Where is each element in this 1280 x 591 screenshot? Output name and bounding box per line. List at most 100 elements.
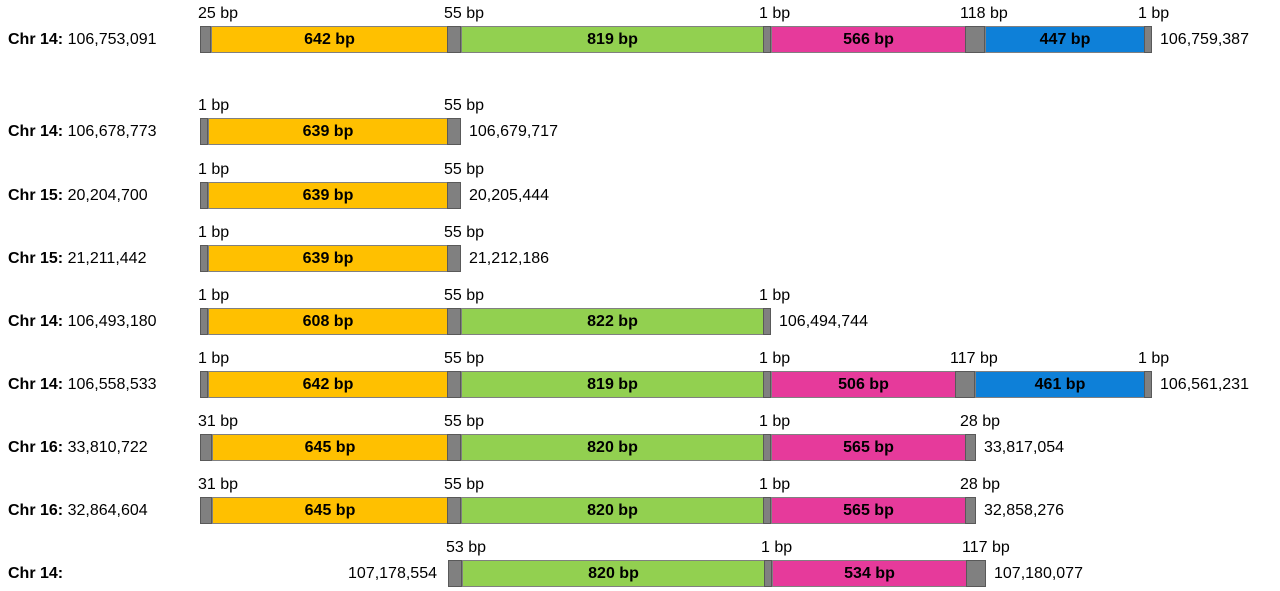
segment-bar: 1 bp 642 bp 55 bp 819 bp 1 bp 506 bp 117 bp 461…	[198, 350, 1249, 398]
segment-length-label: 645 bp	[304, 438, 356, 456]
chromosome-row: Chr 14: 106,678,773 1 bp 639 bp 55 bp 106,67…	[0, 96, 1280, 146]
chromosome-name: Chr 15:	[8, 187, 64, 204]
segment-spacer	[966, 560, 986, 587]
segment-length-label: 506 bp	[838, 375, 889, 393]
segment-length-label: 639 bp	[302, 249, 354, 267]
start-coordinate: 21,211,442	[63, 250, 147, 267]
segment-block-blue: 461 bp	[975, 371, 1145, 398]
segment-block-magenta: 566 bp	[771, 26, 966, 53]
chromosome-label: Chr 15: 21,211,442	[8, 245, 146, 272]
chromosome-name: Chr 15:	[8, 250, 64, 267]
start-coordinate: 33,810,722	[63, 439, 148, 456]
segment-spacer	[763, 497, 771, 524]
chromosome-label: Chr 16: 32,864,604	[8, 497, 148, 524]
segment-length-label: 819 bp	[587, 30, 638, 48]
spacer-length-label: 31 bp	[198, 413, 239, 430]
segment-length-label: 820 bp	[587, 501, 638, 519]
segment-block-magenta: 534 bp	[772, 560, 967, 587]
end-coordinate: 32,858,276	[984, 502, 1065, 519]
segment-block-magenta: 506 bp	[771, 371, 956, 398]
chromosome-row: Chr 15: 21,211,442 1 bp 639 bp 55 bp 21,212,…	[0, 223, 1280, 273]
end-coordinate: 106,494,744	[779, 313, 868, 330]
segment-spacer	[764, 560, 772, 587]
segment-spacer	[763, 308, 771, 335]
spacer-length-label: 1 bp	[759, 413, 791, 430]
spacer-length-label: 118 bp	[960, 5, 1008, 22]
start-coordinate: 20,204,700	[63, 187, 148, 204]
segment-spacer	[965, 26, 985, 53]
segment-block-green: 820 bp	[461, 497, 764, 524]
start-coordinate: 106,558,533	[63, 376, 157, 393]
end-coordinate: 106,679,717	[469, 123, 558, 140]
spacer-length-label: 1 bp	[761, 539, 793, 556]
segment-length-label: 819 bp	[587, 375, 638, 393]
segment-spacer	[447, 497, 461, 524]
segment-length-label: 534 bp	[844, 564, 895, 582]
end-coordinate: 106,561,231	[1160, 376, 1249, 393]
end-coordinate: 107,180,077	[994, 565, 1083, 582]
segment-spacer	[965, 497, 976, 524]
segment-spacer	[200, 26, 211, 53]
segment-bar: 25 bp 642 bp 55 bp 819 bp 1 bp 566 bp 118 bp 44…	[198, 5, 1249, 53]
chromosome-name: Chr 16:	[8, 502, 64, 519]
spacer-length-label: 1 bp	[759, 5, 791, 22]
segment-spacer	[1144, 26, 1152, 53]
segment-block-magenta: 565 bp	[771, 434, 966, 461]
spacer-length-label: 55 bp	[444, 224, 485, 241]
spacer-length-label: 55 bp	[444, 161, 485, 178]
segment-length-label: 820 bp	[588, 564, 639, 582]
segment-length-label: 639 bp	[302, 122, 354, 140]
segment-bar: 1 bp 639 bp 55 bp 106,679,717	[198, 97, 558, 145]
segment-block-magenta: 565 bp	[771, 497, 966, 524]
segment-spacer	[200, 118, 208, 145]
segment-block-green: 819 bp	[461, 26, 764, 53]
chromosome-name: Chr 14:	[8, 565, 64, 582]
chromosome-label: Chr 14: 106,753,091	[8, 26, 157, 53]
chromosome-row: Chr 14: 106,753,091 25 bp 642 bp 55 bp 819 b…	[0, 4, 1280, 54]
chromosome-row: Chr 16: 33,810,722 31 bp 645 bp 55 bp 820 bp…	[0, 412, 1280, 462]
spacer-length-label: 55 bp	[444, 5, 485, 22]
spacer-length-label: 1 bp	[759, 287, 791, 304]
spacer-length-label: 31 bp	[198, 476, 239, 493]
chromosome-label: Chr 14:	[8, 560, 63, 587]
segment-bar: 31 bp 645 bp 55 bp 820 bp 1 bp 565 bp 28 bp 32,…	[198, 476, 1064, 524]
segment-spacer	[200, 245, 208, 272]
segment-bar: 53 bp 820 bp 1 bp 534 bp 117 bp 107,180,077	[446, 539, 1083, 587]
segment-spacer	[447, 434, 461, 461]
segment-length-label: 565 bp	[843, 438, 894, 456]
spacer-length-label: 1 bp	[759, 350, 791, 367]
start-coordinate: 106,753,091	[63, 31, 157, 48]
segment-block-blue: 447 bp	[985, 26, 1145, 53]
chromosome-label: Chr 15: 20,204,700	[8, 182, 148, 209]
segment-spacer	[763, 434, 771, 461]
spacer-length-label: 55 bp	[444, 350, 485, 367]
segment-length-label: 639 bp	[302, 186, 354, 204]
segment-length-label: 645 bp	[304, 501, 356, 519]
chromosome-row: Chr 14: 106,493,180 1 bp 608 bp 55 bp 822 bp…	[0, 286, 1280, 336]
spacer-length-label: 1 bp	[198, 97, 230, 114]
segment-spacer	[965, 434, 976, 461]
spacer-length-label: 1 bp	[1138, 350, 1170, 367]
chromosome-name: Chr 14:	[8, 123, 64, 140]
segment-block-green: 820 bp	[461, 434, 764, 461]
segment-bar: 1 bp 639 bp 55 bp 20,205,444	[198, 161, 549, 209]
segment-length-label: 820 bp	[587, 438, 638, 456]
segment-block-green: 822 bp	[461, 308, 764, 335]
segment-block-orange: 645 bp	[212, 497, 448, 524]
segment-spacer	[447, 26, 461, 53]
segment-bar: 1 bp 608 bp 55 bp 822 bp 1 bp 106,494,744	[198, 287, 868, 335]
segment-length-label: 565 bp	[843, 501, 894, 519]
chromosome-label: Chr 16: 33,810,722	[8, 434, 148, 461]
segment-length-label: 642 bp	[304, 30, 355, 48]
segment-block-green: 820 bp	[462, 560, 765, 587]
segment-length-label: 608 bp	[302, 312, 354, 330]
chromosome-name: Chr 14:	[8, 313, 64, 330]
segment-spacer	[200, 371, 208, 398]
spacer-length-label: 1 bp	[198, 350, 230, 367]
spacer-length-label: 1 bp	[198, 224, 230, 241]
segment-block-orange: 642 bp	[208, 371, 448, 398]
segment-block-orange: 639 bp	[208, 245, 448, 272]
spacer-length-label: 53 bp	[446, 539, 487, 556]
segment-spacer	[447, 308, 461, 335]
